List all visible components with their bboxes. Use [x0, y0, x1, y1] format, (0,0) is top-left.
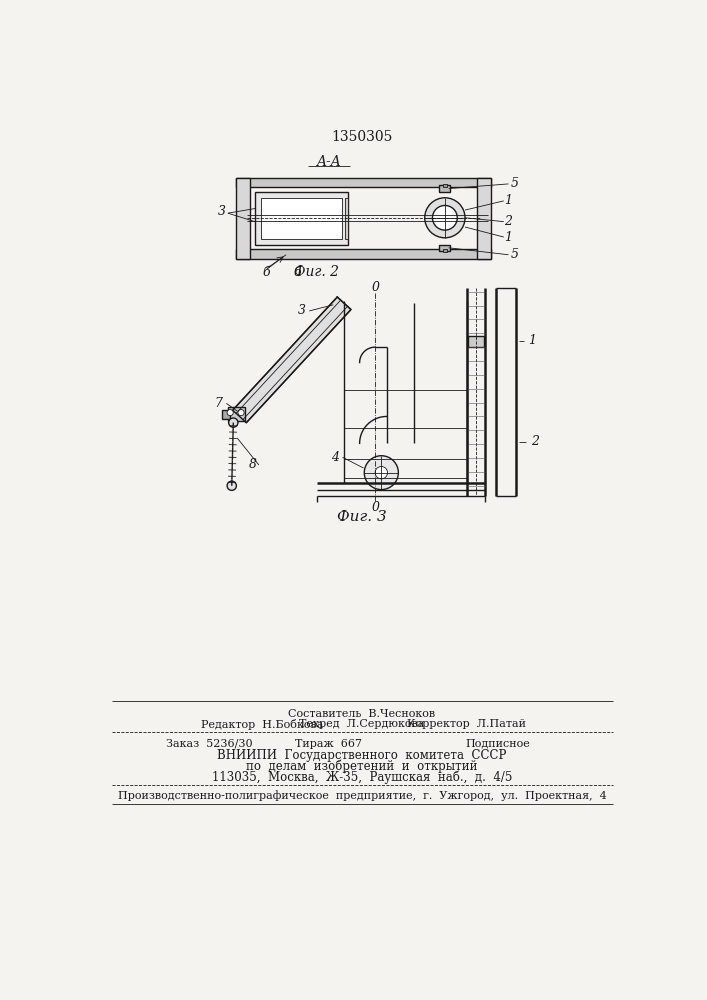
Text: 2: 2: [504, 215, 513, 228]
Text: Составитель  В.Чесноков: Составитель В.Чесноков: [288, 709, 436, 719]
Bar: [443, 184, 448, 187]
Bar: [223, 410, 230, 419]
Text: ВНИИПИ  Государственного  комитета  СССР: ВНИИПИ Государственного комитета СССР: [217, 749, 507, 762]
Text: 2: 2: [531, 435, 539, 448]
Text: 3: 3: [218, 205, 226, 218]
Text: б: б: [294, 266, 301, 279]
Text: 5: 5: [510, 248, 519, 261]
Text: Производственно-полиграфическое  предприятие,  г.  Ужгород,  ул.  Проектная,  4: Производственно-полиграфическое предприя…: [117, 790, 607, 801]
Text: Фиг. 2: Фиг. 2: [295, 265, 339, 279]
Bar: [255, 192, 348, 245]
Text: Фиг. 3: Фиг. 3: [337, 510, 387, 524]
Text: 0: 0: [371, 281, 379, 294]
Text: Подписное: Подписное: [465, 739, 530, 749]
Bar: [261, 198, 341, 239]
Text: 8: 8: [249, 458, 257, 471]
Text: по  делам  изобретений  и  открытий: по делам изобретений и открытий: [246, 759, 478, 773]
Bar: [468, 336, 484, 347]
Text: Корректор  Л.Патай: Корректор Л.Патай: [407, 719, 526, 729]
Text: Редактор  Н.Бобкова: Редактор Н.Бобкова: [201, 719, 323, 730]
Circle shape: [238, 410, 244, 416]
Bar: [440, 185, 450, 192]
Circle shape: [425, 198, 465, 238]
Text: 1: 1: [504, 231, 513, 244]
Text: Заказ  5236/30: Заказ 5236/30: [166, 739, 252, 749]
Polygon shape: [233, 297, 351, 423]
Bar: [477, 178, 491, 259]
Text: 1: 1: [528, 334, 537, 347]
Circle shape: [228, 418, 238, 427]
Bar: [228, 407, 245, 421]
Text: 4: 4: [331, 451, 339, 464]
Text: 0: 0: [371, 501, 379, 514]
Bar: [440, 245, 450, 251]
Circle shape: [227, 410, 233, 416]
Text: 3: 3: [298, 304, 305, 317]
Circle shape: [227, 481, 236, 490]
Circle shape: [375, 467, 387, 479]
Text: Техред  Л.Сердюкова: Техред Л.Сердюкова: [299, 719, 425, 729]
Bar: [235, 178, 250, 259]
Text: 113035,  Москва,  Ж-35,  Раушская  наб.,  д.  4/5: 113035, Москва, Ж-35, Раушская наб., д. …: [212, 770, 512, 784]
Circle shape: [433, 205, 457, 230]
Text: 5: 5: [510, 177, 519, 190]
Text: Тираж  667: Тираж 667: [295, 739, 362, 749]
Text: A-A: A-A: [316, 155, 341, 169]
Circle shape: [364, 456, 398, 490]
Bar: [345, 198, 348, 239]
Bar: [235, 249, 491, 259]
Text: 1: 1: [504, 194, 513, 207]
Text: б: б: [263, 266, 271, 279]
Bar: [235, 178, 491, 187]
Text: 1350305: 1350305: [332, 130, 392, 144]
Bar: [443, 249, 448, 252]
Text: 7: 7: [215, 397, 223, 410]
